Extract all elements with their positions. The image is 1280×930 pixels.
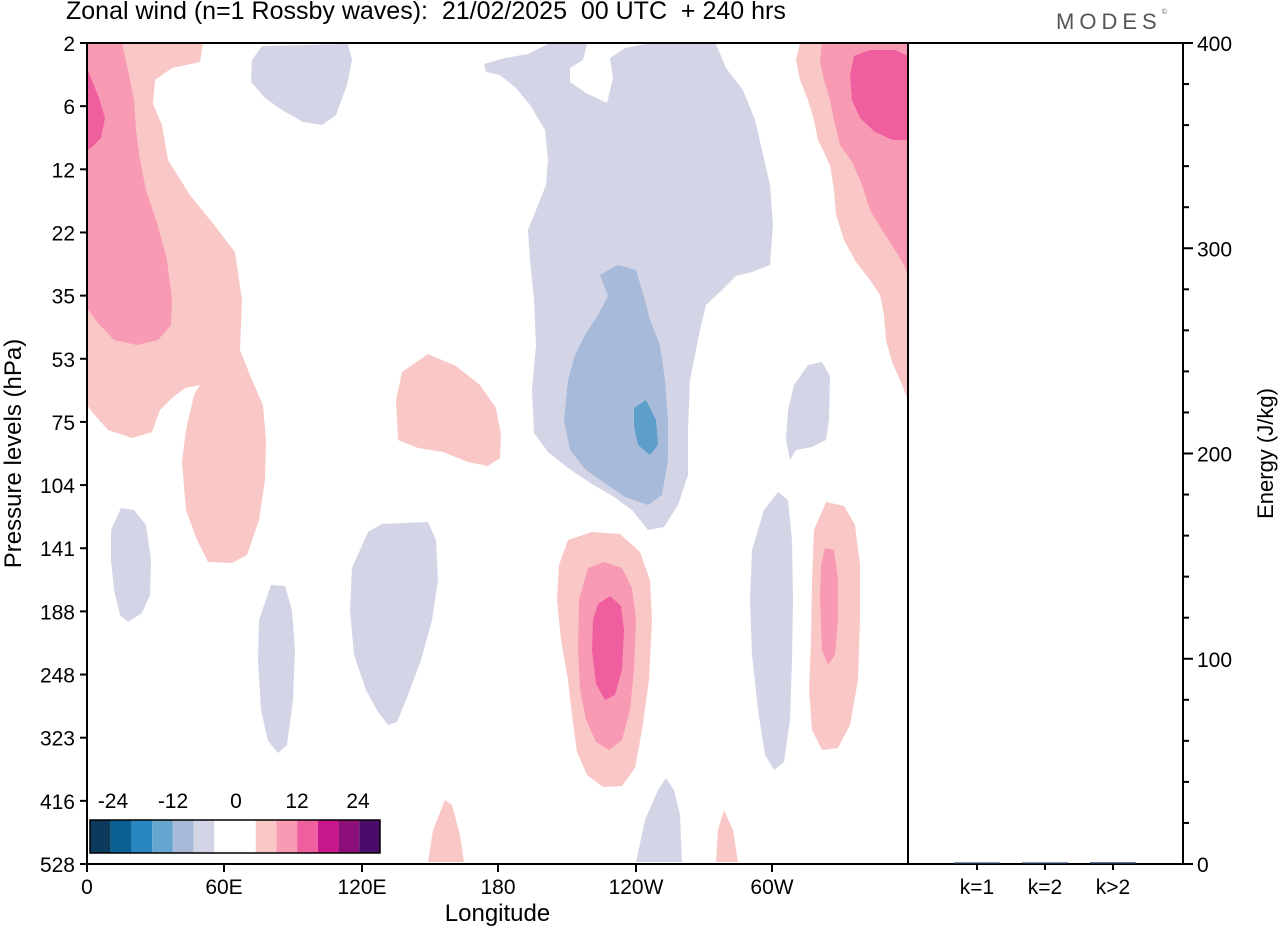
x-tick-label: 120E (337, 876, 386, 899)
brand-mark: © (1161, 9, 1167, 16)
energy-bar-2 (1022, 862, 1068, 864)
energy-bar-3 (1090, 862, 1136, 864)
y-tick-label: 75 (52, 412, 75, 435)
colorbar-tick-label: -24 (98, 790, 129, 813)
energy-bar-1 (954, 862, 1000, 864)
colorbar-frame (89, 819, 381, 854)
colorbar-swatch (193, 820, 215, 853)
wind-contour-p12 (820, 548, 838, 665)
y-tick-label: 6 (63, 96, 75, 119)
colorbar-swatch (110, 820, 132, 853)
x-tick-label: 180 (480, 876, 515, 899)
wind-contour-p8 (592, 596, 624, 700)
wind-contour-n9 (750, 492, 793, 770)
energy-x-label: k=2 (1028, 876, 1062, 899)
colorbar-tick-label: 0 (230, 790, 242, 813)
y-tick-label: 104 (40, 475, 75, 498)
wind-contour-p5 (396, 354, 501, 466)
x-tick-label: 120W (609, 876, 664, 899)
energy-tick-label: 200 (1197, 444, 1232, 467)
energy-tick-label: 0 (1197, 854, 1209, 877)
colorbar-swatch (297, 820, 318, 853)
y-tick-label: 22 (52, 222, 75, 245)
wind-contour-p3 (87, 68, 105, 150)
wind-contour-n1 (251, 44, 352, 125)
y-tick-label: 528 (40, 854, 75, 877)
y-tick-label: 141 (40, 538, 75, 561)
wind-contour-p9 (428, 800, 464, 862)
x-tick-label: 60W (750, 876, 793, 899)
wind-contour-n10 (786, 362, 830, 460)
contour-layer (87, 43, 908, 862)
energy-x-label: k>2 (1096, 876, 1130, 899)
x-axis-label: Longitude (445, 900, 550, 927)
y-tick-label: 35 (52, 286, 75, 309)
colorbar-tick-label: 12 (285, 790, 308, 813)
energy-tick-label: 400 (1197, 33, 1232, 56)
colorbar-swatch (214, 820, 235, 853)
colorbar-swatch (90, 820, 111, 853)
wind-contour-p10 (716, 810, 738, 862)
y-tick-label: 248 (40, 665, 75, 688)
modes-logo: MODES© (1056, 9, 1167, 35)
y-tick-label: 2 (63, 33, 75, 56)
brand-text: MODES (1056, 9, 1162, 34)
colorbar-swatch (338, 820, 360, 853)
wind-contour-n2 (111, 508, 151, 622)
y-tick-label: 416 (40, 791, 75, 814)
energy-axis-label: Energy (J/kg) (1253, 388, 1278, 519)
colorbar-swatch (359, 820, 380, 853)
energy-x-label: k=1 (960, 876, 994, 899)
wind-contour-n3 (258, 585, 295, 753)
colorbar-swatch (152, 820, 173, 853)
y-tick-label: 12 (52, 159, 75, 182)
colorbar-swatch (172, 820, 194, 853)
energy-tick-label: 100 (1197, 649, 1232, 672)
wind-contour-p2 (87, 43, 172, 345)
colorbar-swatch (317, 820, 339, 853)
energy-tick-label: 300 (1197, 238, 1232, 261)
chart-title: Zonal wind (n=1 Rossby waves): 21/02/202… (66, 0, 786, 25)
colorbar-tick-label: -12 (158, 790, 188, 813)
colorbar-swatch (255, 820, 277, 853)
y-tick-label: 53 (52, 349, 75, 372)
wind-contour-n7 (634, 400, 658, 455)
wind-contour-n4 (350, 522, 438, 725)
colorbar-swatch (235, 820, 256, 853)
y-tick-label: 323 (40, 728, 75, 751)
wind-contour-p15 (850, 50, 908, 140)
colorbar-swatch (131, 820, 153, 853)
y-axis-label: Pressure levels (hPa) (0, 339, 27, 568)
x-tick-label: 60E (205, 876, 242, 899)
x-tick-label: 0 (81, 876, 93, 899)
colorbar-swatch (276, 820, 298, 853)
colorbar-tick-label: 24 (346, 790, 370, 813)
y-tick-label: 188 (40, 601, 75, 624)
wind-contour-n8 (636, 778, 682, 862)
